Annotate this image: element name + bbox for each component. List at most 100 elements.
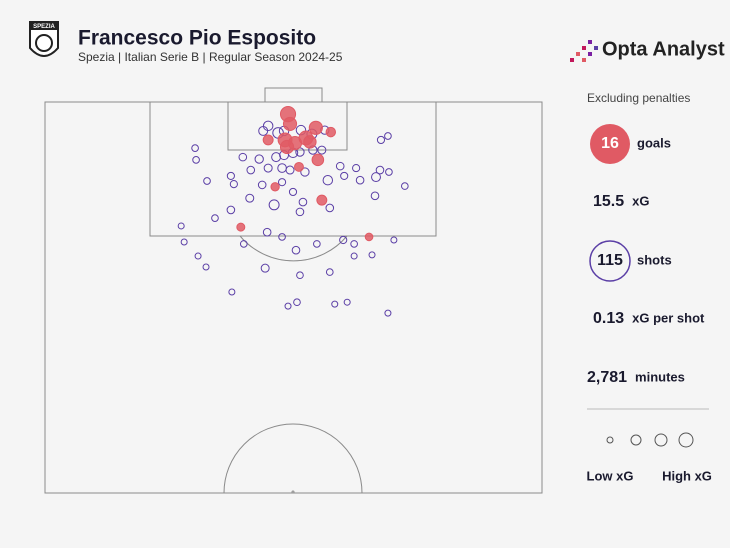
shot <box>375 165 385 175</box>
shot <box>331 300 339 308</box>
shot <box>192 156 200 164</box>
club-badge: SPEZIA <box>29 21 59 57</box>
club-name: SPEZIA <box>33 24 55 30</box>
stats-panel: 16 goals 15.5 xG 115 shots 0.13 xG per shot 2,78… <box>587 124 705 386</box>
shot <box>202 263 210 271</box>
shot <box>384 132 392 140</box>
shot <box>298 197 308 207</box>
goal-shot <box>308 120 323 135</box>
legend-high: High xG <box>662 468 712 483</box>
goals-badge <box>590 124 630 164</box>
goal-shot <box>270 182 280 192</box>
shot <box>400 182 409 190</box>
brand-logo: Opta Analyst <box>570 38 725 62</box>
shot <box>352 163 361 173</box>
shot <box>238 152 248 162</box>
shot <box>339 235 348 245</box>
shot <box>350 240 358 248</box>
shots-badge <box>589 240 631 282</box>
shot <box>226 171 235 180</box>
stat-value: 15.5 <box>593 193 624 210</box>
shot <box>385 168 393 176</box>
shot <box>325 268 334 276</box>
shot <box>228 288 236 296</box>
stat-value: 0.13 <box>593 310 624 327</box>
shot <box>285 165 295 175</box>
goal-shot <box>364 232 374 242</box>
stat-label: minutes <box>635 369 685 384</box>
shot <box>300 167 310 177</box>
shot <box>293 298 301 307</box>
shot <box>313 240 321 248</box>
shot <box>368 251 376 259</box>
shot <box>340 171 349 180</box>
shot <box>277 178 287 187</box>
stat-label: shots <box>637 252 672 267</box>
shot <box>295 207 305 217</box>
shot <box>325 203 335 213</box>
shot <box>284 302 292 310</box>
shot <box>296 271 304 280</box>
shot <box>226 205 236 215</box>
stats-note: Excluding penalties <box>587 91 690 105</box>
stat-label: goals <box>637 135 671 150</box>
shot <box>239 240 248 248</box>
goal-shot <box>311 153 325 167</box>
shot <box>322 174 334 186</box>
goal-shot <box>262 134 274 146</box>
shot <box>262 120 274 132</box>
shot <box>229 180 238 189</box>
stat-value: 2,781 <box>587 369 627 386</box>
shot <box>278 233 286 241</box>
shot <box>355 175 365 185</box>
shot <box>343 298 351 306</box>
shot <box>291 245 301 255</box>
goal-shot <box>325 126 337 138</box>
brand-name: Opta Analyst <box>602 38 725 60</box>
pitch <box>44 87 543 494</box>
shot <box>257 180 267 190</box>
shot <box>271 152 282 163</box>
shot <box>245 193 255 203</box>
shot <box>194 252 202 260</box>
stat-label: xG per shot <box>632 310 705 325</box>
shot <box>263 163 273 173</box>
size-legend: Low xG High xG <box>587 432 712 483</box>
legend-low: Low xG <box>587 468 634 483</box>
shot <box>317 145 327 155</box>
shot <box>371 172 381 183</box>
stat-label: xG <box>632 193 649 208</box>
stat-value: 115 <box>597 252 623 269</box>
shot <box>335 161 345 171</box>
title: Francesco Pio Esposito <box>78 27 316 50</box>
subtitle: Spezia | Italian Serie B | Regular Seaso… <box>78 50 343 64</box>
goal-shot <box>316 194 328 206</box>
shot <box>203 177 211 185</box>
shot <box>254 154 264 164</box>
shot <box>177 222 185 230</box>
shot <box>288 187 298 197</box>
shot <box>246 165 256 175</box>
shot <box>262 227 272 237</box>
shot <box>180 238 188 246</box>
shots-layer <box>177 106 409 317</box>
shot <box>211 214 219 222</box>
shot <box>384 309 392 317</box>
legend-circle <box>606 436 614 444</box>
shot <box>268 199 280 211</box>
goal-shot <box>282 116 298 131</box>
shot <box>390 236 398 244</box>
goal-shot <box>236 222 246 232</box>
legend-circle <box>654 433 668 447</box>
shot <box>350 252 358 260</box>
goal-shot <box>279 139 295 155</box>
shot <box>370 191 380 201</box>
shot <box>376 135 386 145</box>
goal-shot <box>303 135 317 149</box>
legend-circle <box>630 434 642 446</box>
shot <box>260 263 270 273</box>
stat-value: 16 <box>601 135 619 152</box>
legend-circle <box>678 432 694 448</box>
